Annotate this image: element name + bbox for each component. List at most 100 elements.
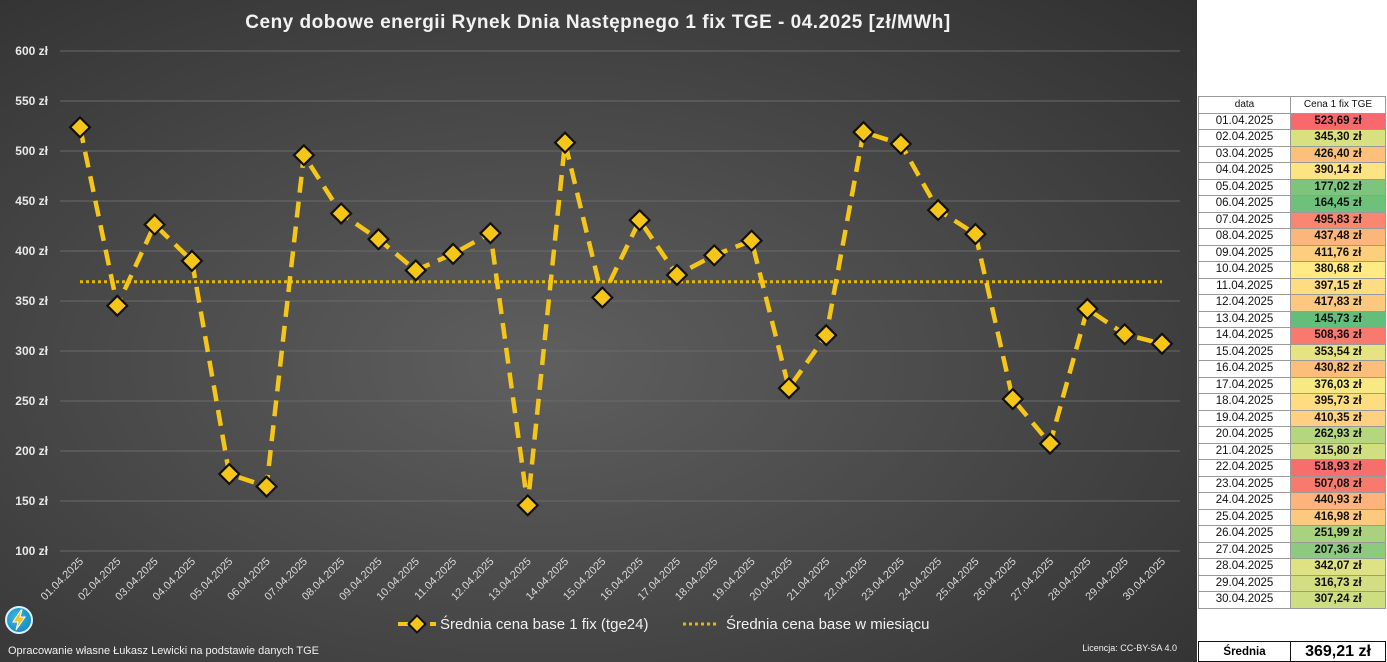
legend-label-daily: Średnia cena base 1 fix (tge24): [440, 615, 648, 633]
data-point-marker: [105, 294, 129, 318]
table-row: 24.04.2025 440,93 zł: [1198, 492, 1386, 510]
table-cell-date: 13.04.2025: [1198, 310, 1291, 328]
data-point-marker: [404, 258, 428, 282]
data-point-marker: [702, 243, 726, 267]
table-cell-price: 410,35 zł: [1290, 409, 1386, 427]
table-cell-date: 10.04.2025: [1198, 261, 1291, 279]
data-point-marker: [217, 462, 241, 486]
daily-price-line: [77, 126, 1163, 508]
data-point-marker: [516, 493, 540, 517]
average-label: Średnia: [1198, 641, 1291, 662]
table-cell-date: 12.04.2025: [1198, 294, 1291, 312]
data-point-marker: [852, 120, 875, 144]
table-cell-date: 25.04.2025: [1198, 508, 1291, 526]
table-cell-price: 495,83 zł: [1290, 211, 1386, 229]
average-row: Średnia 369,21 zł: [1198, 641, 1386, 662]
table-cell-price: 345,30 zł: [1290, 129, 1386, 147]
data-point-marker: [143, 213, 167, 237]
table-cell-price: 315,80 zł: [1290, 442, 1386, 460]
table-cell-date: 09.04.2025: [1198, 244, 1291, 262]
data-point-marker: [740, 229, 764, 253]
table-row: 17.04.2025 376,03 zł: [1198, 376, 1386, 394]
table-cell-price: 390,14 zł: [1290, 162, 1386, 180]
table-cell-price: 518,93 zł: [1290, 459, 1386, 477]
table-cell-date: 20.04.2025: [1198, 426, 1291, 444]
data-point-marker: [255, 475, 279, 499]
data-point-marker: [777, 376, 801, 400]
table-cell-date: 30.04.2025: [1198, 591, 1291, 609]
y-tick-label: 500 zł: [15, 144, 48, 158]
table-cell-price: 342,07 zł: [1290, 558, 1386, 576]
table-header-price: Cena 1 fix TGE: [1290, 96, 1386, 114]
table-cell-price: 440,93 zł: [1290, 492, 1386, 510]
table-row: 23.04.2025 507,08 zł: [1198, 475, 1386, 493]
data-point-marker: [478, 221, 502, 245]
table-cell-price: 207,36 zł: [1290, 541, 1386, 559]
data-point-marker: [367, 227, 390, 251]
table-row: 11.04.2025 397,15 zł: [1198, 277, 1386, 295]
data-point-marker: [68, 115, 92, 139]
table-cell-date: 17.04.2025: [1198, 376, 1291, 394]
table-cell-price: 164,45 zł: [1290, 195, 1386, 213]
table-row: 15.04.2025 353,54 zł: [1198, 343, 1386, 361]
data-point-marker: [329, 202, 353, 225]
data-point-marker: [1038, 432, 1062, 456]
data-point-marker: [180, 249, 204, 273]
table-cell-date: 29.04.2025: [1198, 574, 1291, 592]
table-cell-price: 376,03 zł: [1290, 376, 1386, 394]
table-row: 25.04.2025 416,98 zł: [1198, 508, 1386, 526]
table-cell-price: 508,36 zł: [1290, 327, 1386, 345]
table-cell-date: 24.04.2025: [1198, 492, 1291, 510]
table-cell-price: 426,40 zł: [1290, 145, 1386, 163]
data-point-marker: [553, 131, 577, 155]
data-point-marker: [665, 263, 689, 287]
table-row: 22.04.2025 518,93 zł: [1198, 459, 1386, 477]
table-row: 06.04.2025 164,45 zł: [1198, 195, 1386, 213]
table-header-row: data Cena 1 fix TGE: [1198, 96, 1386, 114]
table-cell-date: 19.04.2025: [1198, 409, 1291, 427]
table-row: 29.04.2025 316,73 zł: [1198, 574, 1386, 592]
price-line-chart: Ceny dobowe energii Rynek Dnia Następneg…: [8, 12, 1180, 657]
data-point-marker: [292, 143, 316, 167]
y-tick-label: 600 zł: [15, 44, 48, 58]
data-point-marker: [441, 242, 465, 266]
table-cell-date: 22.04.2025: [1198, 459, 1291, 477]
data-point-marker: [1075, 297, 1099, 321]
table-cell-price: 397,15 zł: [1290, 277, 1386, 295]
legend-label-monthly: Średnia cena base w miesiącu: [726, 615, 929, 633]
table-cell-price: 437,48 zł: [1290, 228, 1386, 246]
table-row: 16.04.2025 430,82 zł: [1198, 360, 1386, 378]
table-row: 18.04.2025 395,73 zł: [1198, 393, 1386, 411]
table-cell-price: 145,73 zł: [1290, 310, 1386, 328]
table-cell-date: 07.04.2025: [1198, 211, 1291, 229]
table-cell-date: 02.04.2025: [1198, 129, 1291, 147]
table-cell-date: 18.04.2025: [1198, 393, 1291, 411]
table-cell-price: 523,69 zł: [1290, 112, 1386, 130]
table-cell-price: 417,83 zł: [1290, 294, 1386, 312]
chart-panel: Ceny dobowe energii Rynek Dnia Następneg…: [0, 0, 1197, 662]
table-cell-date: 21.04.2025: [1198, 442, 1291, 460]
table-row: 02.04.2025 345,30 zł: [1198, 129, 1386, 147]
table-row: 28.04.2025 342,07 zł: [1198, 558, 1386, 576]
table-cell-price: 262,93 zł: [1290, 426, 1386, 444]
table-cell-date: 27.04.2025: [1198, 541, 1291, 559]
table-cell-price: 307,24 zł: [1290, 591, 1386, 609]
data-point-marker: [963, 222, 987, 246]
chart-title: Ceny dobowe energii Rynek Dnia Następneg…: [245, 12, 950, 33]
table-cell-date: 26.04.2025: [1198, 525, 1291, 543]
average-table: Średnia 369,21 zł: [1198, 641, 1386, 662]
data-point-marker: [1150, 332, 1174, 356]
table-cell-date: 11.04.2025: [1198, 277, 1291, 295]
table-cell-date: 03.04.2025: [1198, 145, 1291, 163]
table-cell-date: 23.04.2025: [1198, 475, 1291, 493]
y-tick-label: 400 zł: [15, 244, 48, 258]
data-point-marker: [889, 132, 913, 156]
table-row: 09.04.2025 411,76 zł: [1198, 244, 1386, 262]
y-tick-label: 100 zł: [15, 544, 48, 558]
data-point-marker: [590, 286, 614, 309]
legend-swatch-daily-marker: [407, 614, 427, 634]
table-cell-price: 380,68 zł: [1290, 261, 1386, 279]
y-tick-label: 200 zł: [15, 444, 48, 458]
footer-license: Licencja: CC-BY-SA 4.0: [1082, 643, 1177, 653]
table-cell-date: 05.04.2025: [1198, 178, 1291, 196]
